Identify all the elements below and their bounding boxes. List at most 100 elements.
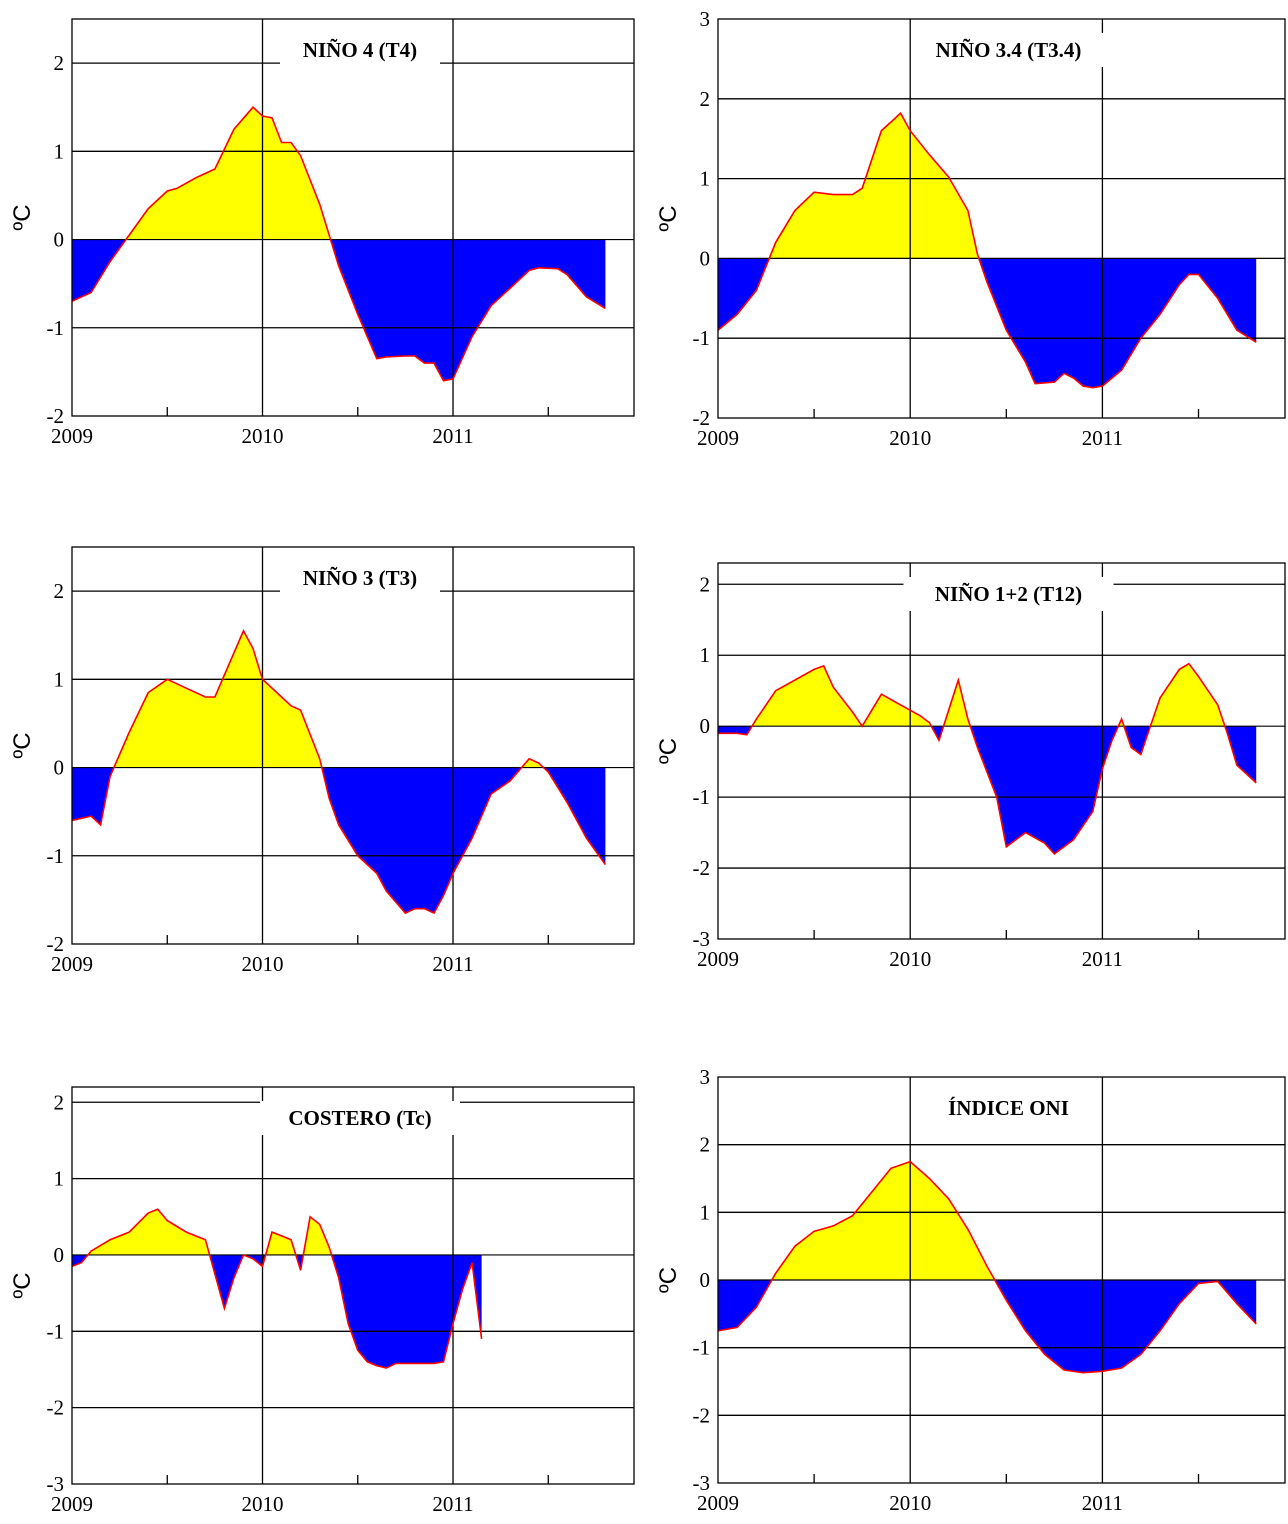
y-tick-label: 2 xyxy=(54,51,65,75)
y-axis-label: ºC xyxy=(655,1267,682,1293)
x-tick-label: 2010 xyxy=(242,952,284,976)
plot-frame xyxy=(71,546,635,945)
chart-panel: -3 -2 -1 0 1 2 3 2009 2010 2011 ºC ÍNDICE ONI xyxy=(655,1065,1286,1515)
chart-title: NIÑO 4 (T4) xyxy=(303,38,417,62)
y-tick-label: -3 xyxy=(693,1471,711,1495)
y-tick-label: 2 xyxy=(700,1133,711,1157)
y-tick-label: 3 xyxy=(700,1065,711,1089)
plot-frame xyxy=(71,1086,635,1485)
y-tick-label: -1 xyxy=(693,326,711,350)
positive-anomaly-area xyxy=(769,113,979,259)
chart-panel: -2 -1 0 1 2 2009 2010 2011 ºC NIÑO 3 (T3) xyxy=(9,546,635,976)
y-axis-label: ºC xyxy=(655,738,682,764)
title-background xyxy=(280,33,440,67)
negative-anomaly-area xyxy=(72,767,606,914)
x-tick-label: 2009 xyxy=(51,952,93,976)
y-axis-label: ºC xyxy=(655,205,682,231)
y-tick-label: -1 xyxy=(693,785,711,809)
y-tick-label: -1 xyxy=(47,1319,65,1343)
y-tick-label: -1 xyxy=(47,316,65,340)
positive-anomaly-area xyxy=(87,1209,332,1255)
chart-title: NIÑO 3.4 (T3.4) xyxy=(936,38,1082,62)
series-line xyxy=(718,662,1257,855)
chart-title: ÍNDICE ONI xyxy=(948,1096,1069,1120)
plot-frame xyxy=(717,18,1286,419)
x-tick-label: 2009 xyxy=(697,947,739,971)
plot-frame xyxy=(717,562,1286,940)
x-tick-label: 2011 xyxy=(1082,426,1123,450)
title-background xyxy=(260,1101,460,1135)
chart-panel: -3 -2 -1 0 1 2 2009 2010 2011 ºC NIÑO 1+2 (T12) xyxy=(655,562,1286,971)
y-tick-label: -2 xyxy=(47,1396,65,1420)
series-line xyxy=(72,1208,483,1369)
y-tick-label: -2 xyxy=(47,404,65,428)
y-tick-label: 0 xyxy=(54,756,65,780)
y-tick-label: -2 xyxy=(693,1403,711,1427)
negative-anomaly-area xyxy=(72,239,606,381)
x-tick-label: 2011 xyxy=(432,952,473,976)
x-tick-label: 2009 xyxy=(697,426,739,450)
chart-panel: -2 -1 0 1 2 2009 2010 2011 ºC NIÑO 4 (T4) xyxy=(9,18,635,448)
negative-anomaly-area xyxy=(72,1254,482,1368)
title-background xyxy=(913,33,1104,67)
y-tick-label: 1 xyxy=(700,1200,711,1224)
y-tick-label: 1 xyxy=(54,1167,65,1191)
series-line xyxy=(718,1160,1257,1374)
x-tick-label: 2011 xyxy=(432,424,473,448)
y-tick-label: 1 xyxy=(54,667,65,691)
y-tick-label: 0 xyxy=(54,228,65,252)
x-tick-label: 2010 xyxy=(889,1491,931,1515)
x-tick-label: 2010 xyxy=(889,947,931,971)
y-tick-label: -1 xyxy=(47,844,65,868)
x-tick-label: 2009 xyxy=(697,1491,739,1515)
x-tick-label: 2010 xyxy=(242,1492,284,1516)
y-axis-label: ºC xyxy=(9,204,36,230)
y-tick-label: -3 xyxy=(47,1472,65,1496)
y-tick-label: 2 xyxy=(54,1090,65,1114)
y-tick-label: 3 xyxy=(700,7,711,31)
y-tick-label: 0 xyxy=(700,246,711,270)
y-tick-label: -2 xyxy=(47,932,65,956)
y-tick-label: 0 xyxy=(54,1243,65,1267)
y-tick-label: 2 xyxy=(700,572,711,596)
y-tick-label: 1 xyxy=(54,139,65,163)
x-tick-label: 2011 xyxy=(1082,1491,1123,1515)
y-tick-label: 0 xyxy=(700,714,711,738)
chart-title: COSTERO (Tc) xyxy=(288,1106,431,1130)
series-line xyxy=(72,628,607,915)
title-background xyxy=(921,1091,1096,1125)
negative-anomaly-area xyxy=(718,726,1257,854)
chart-panel: -3 -2 -1 0 1 2 2009 2010 2011 ºC COSTERO (Tc) xyxy=(9,1086,635,1516)
positive-anomaly-area xyxy=(718,1161,1257,1280)
x-tick-label: 2010 xyxy=(889,426,931,450)
x-tick-label: 2009 xyxy=(51,424,93,448)
x-tick-label: 2009 xyxy=(51,1492,93,1516)
x-tick-label: 2011 xyxy=(1082,947,1123,971)
chart-title: NIÑO 1+2 (T12) xyxy=(935,582,1082,606)
y-tick-label: -2 xyxy=(693,856,711,880)
y-tick-label: -3 xyxy=(693,927,711,951)
y-axis-label: ºC xyxy=(9,732,36,758)
y-tick-label: 1 xyxy=(700,167,711,191)
negative-anomaly-area xyxy=(718,1280,1257,1373)
y-tick-label: 0 xyxy=(700,1268,711,1292)
series-line xyxy=(718,111,1257,389)
title-background xyxy=(903,577,1114,611)
y-tick-label: 1 xyxy=(700,643,711,667)
y-tick-label: 2 xyxy=(700,87,711,111)
chart-panel: -2 -1 0 1 2 3 2009 2010 2011 ºC NIÑO 3.4 (T3.4) xyxy=(655,7,1286,450)
y-tick-label: -2 xyxy=(693,406,711,430)
y-tick-label: 2 xyxy=(54,579,65,603)
y-tick-label: -1 xyxy=(693,1336,711,1360)
plot-frame xyxy=(71,18,635,417)
title-background xyxy=(280,561,440,595)
x-tick-label: 2010 xyxy=(242,424,284,448)
x-tick-label: 2011 xyxy=(432,1492,473,1516)
positive-anomaly-area xyxy=(752,663,1225,727)
plot-frame xyxy=(717,1076,1286,1484)
y-axis-label: ºC xyxy=(9,1272,36,1298)
chart-title: NIÑO 3 (T3) xyxy=(303,566,417,590)
positive-anomaly-area xyxy=(113,630,544,768)
positive-anomaly-area xyxy=(125,107,331,240)
